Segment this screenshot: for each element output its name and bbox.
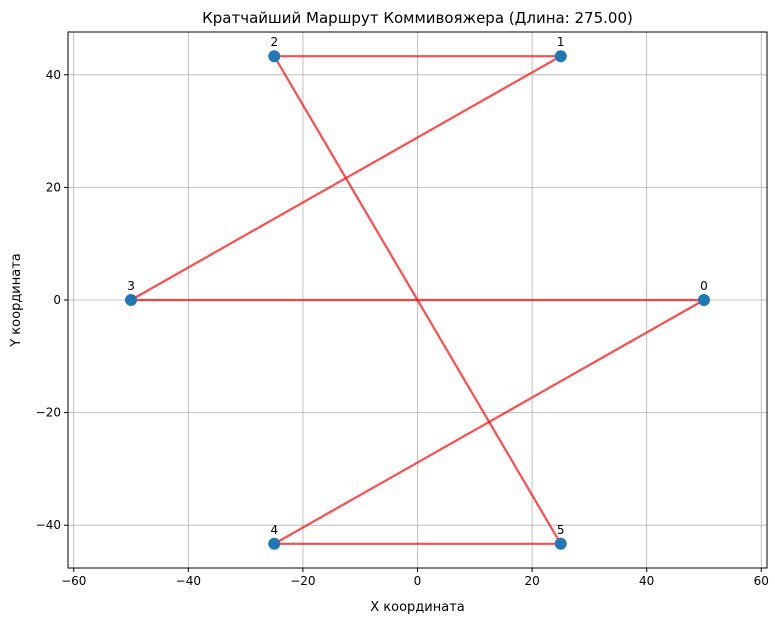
x-tick-label: 0 xyxy=(414,574,422,588)
y-tick-label: 40 xyxy=(46,68,61,82)
x-tick-label: −60 xyxy=(61,574,86,588)
x-axis-title: X координата xyxy=(370,600,465,615)
route-segment xyxy=(129,55,562,302)
city-label: 5 xyxy=(557,523,565,537)
x-tick-label: −20 xyxy=(290,574,315,588)
points-layer xyxy=(125,50,710,550)
city-label: 2 xyxy=(270,35,278,49)
y-axis-title: Y координата xyxy=(9,253,24,348)
city-point xyxy=(125,294,138,306)
city-point xyxy=(268,537,281,550)
x-tick-label: −40 xyxy=(176,574,201,588)
point-labels-layer: 0 1 2 3 4 5 xyxy=(127,35,708,537)
city-point xyxy=(554,50,567,63)
x-tick-label: 20 xyxy=(524,574,539,588)
city-label: 1 xyxy=(557,35,565,49)
y-tick-label: 0 xyxy=(53,293,61,307)
y-tick-label: 20 xyxy=(46,180,61,194)
city-label: 3 xyxy=(127,279,135,293)
grid-layer xyxy=(68,32,767,568)
city-point xyxy=(268,50,281,63)
x-tick-label: 60 xyxy=(754,574,769,588)
chart-title: Кратчайший Маршрут Коммивояжера (Длина: … xyxy=(202,9,633,27)
city-point xyxy=(697,294,710,306)
y-tick-label: −40 xyxy=(36,518,61,532)
city-label: 4 xyxy=(270,523,278,537)
y-tick-label: −20 xyxy=(36,406,61,420)
city-point xyxy=(554,537,567,550)
route-layer xyxy=(129,55,706,545)
city-label: 0 xyxy=(700,279,708,293)
x-tick-label: 40 xyxy=(639,574,654,588)
